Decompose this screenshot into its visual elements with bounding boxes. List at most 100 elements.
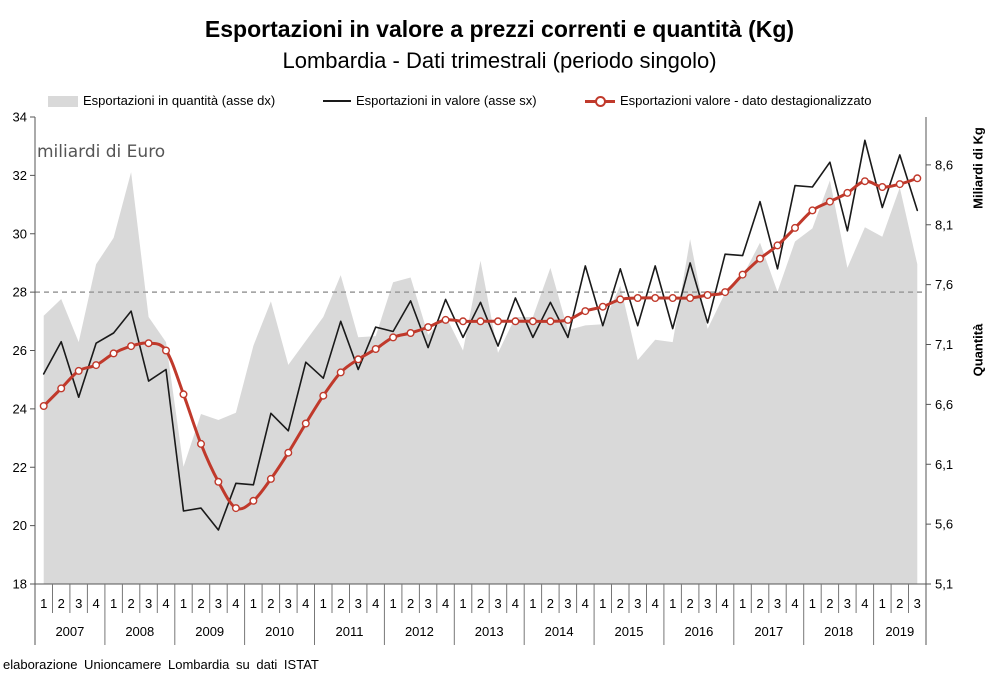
seasonally-adjusted-point	[266, 474, 275, 483]
legend-swatch-area	[48, 96, 78, 107]
seasonally-adjusted-point	[633, 294, 642, 303]
quarter-label: 4	[302, 596, 309, 611]
left-tick-label: 34	[13, 110, 27, 125]
seasonally-adjusted-point	[598, 302, 607, 311]
seasonally-adjusted-point	[494, 317, 503, 326]
seasonally-adjusted-point	[161, 346, 170, 355]
right-tick-label: 7,6	[935, 277, 953, 292]
quarter-label: 1	[459, 596, 466, 611]
seasonally-adjusted-point	[249, 496, 258, 505]
left-tick-label: 30	[13, 226, 27, 241]
quarter-label: 4	[652, 596, 659, 611]
right-tick-label: 5,6	[935, 517, 953, 532]
quarter-label: 3	[704, 596, 711, 611]
right-tick-label: 7,1	[935, 337, 953, 352]
quarter-label: 2	[756, 596, 763, 611]
year-label: 2013	[475, 624, 504, 639]
quarter-label: 1	[389, 596, 396, 611]
legend-label-seasonally-adjusted: Esportazioni valore - dato destagionaliz…	[620, 93, 872, 108]
quarter-label: 2	[58, 596, 65, 611]
left-tick-label: 24	[13, 401, 27, 416]
year-label: 2010	[265, 624, 294, 639]
seasonally-adjusted-point	[74, 366, 83, 375]
quarter-label: 1	[669, 596, 676, 611]
seasonally-adjusted-point	[791, 223, 800, 232]
right-tick-label: 8,1	[935, 217, 953, 232]
seasonally-adjusted-point	[354, 355, 363, 364]
quarter-label: 1	[180, 596, 187, 611]
year-label: 2019	[885, 624, 914, 639]
seasonally-adjusted-point	[773, 241, 782, 250]
seasonally-adjusted-point	[563, 315, 572, 324]
quarter-label: 4	[232, 596, 239, 611]
right-tick-label: 6,6	[935, 397, 953, 412]
chart-subtitle: Lombardia - Dati trimestrali (periodo si…	[282, 48, 717, 73]
seasonally-adjusted-point	[441, 315, 450, 324]
year-label: 2008	[125, 624, 154, 639]
quarter-label: 1	[879, 596, 886, 611]
quarter-label: 4	[512, 596, 519, 611]
right-tick-label: 6,1	[935, 457, 953, 472]
quarter-label: 2	[547, 596, 554, 611]
left-tick-label: 28	[13, 285, 27, 300]
seasonally-adjusted-point	[301, 419, 310, 428]
seasonally-adjusted-point	[686, 294, 695, 303]
seasonally-adjusted-point	[371, 345, 380, 354]
quarter-label: 3	[145, 596, 152, 611]
seasonally-adjusted-point	[721, 288, 730, 297]
year-label: 2007	[55, 624, 84, 639]
quarter-label: 4	[582, 596, 589, 611]
seasonally-adjusted-point	[738, 270, 747, 279]
quarter-label: 2	[686, 596, 693, 611]
left-tick-label: 32	[13, 168, 27, 183]
quarter-label: 3	[774, 596, 781, 611]
quarter-label: 4	[442, 596, 449, 611]
quarter-label: 2	[337, 596, 344, 611]
quarter-label: 1	[599, 596, 606, 611]
seasonally-adjusted-point	[651, 294, 660, 303]
quarter-label: 3	[424, 596, 431, 611]
right-tick-label: 8,6	[935, 157, 953, 172]
quarter-label: 1	[40, 596, 47, 611]
seasonally-adjusted-point	[825, 197, 834, 206]
legend-swatch-line	[323, 100, 351, 102]
seasonally-adjusted-point	[581, 307, 590, 316]
seasonally-adjusted-point	[144, 339, 153, 348]
quarter-label: 3	[634, 596, 641, 611]
quarter-label: 3	[564, 596, 571, 611]
quarter-label: 1	[739, 596, 746, 611]
seasonally-adjusted-point	[319, 391, 328, 400]
seasonally-adjusted-point	[196, 439, 205, 448]
quarter-label: 1	[809, 596, 816, 611]
seasonally-adjusted-point	[476, 317, 485, 326]
year-label: 2016	[684, 624, 713, 639]
seasonally-adjusted-point	[92, 361, 101, 370]
source-footer: elaborazione Unioncamere Lombardia su da…	[3, 657, 319, 672]
seasonally-adjusted-point	[127, 342, 136, 351]
seasonally-adjusted-point	[231, 504, 240, 513]
seasonally-adjusted-point	[109, 349, 118, 358]
quarter-label: 1	[250, 596, 257, 611]
quarter-label: 4	[372, 596, 379, 611]
seasonally-adjusted-point	[336, 368, 345, 377]
quarter-label: 3	[494, 596, 501, 611]
seasonally-adjusted-point	[913, 174, 922, 183]
legend-label-quantity: Esportazioni in quantità (asse dx)	[83, 93, 276, 108]
quarter-label: 2	[617, 596, 624, 611]
quarter-label: 2	[197, 596, 204, 611]
seasonally-adjusted-point	[616, 295, 625, 304]
quarter-label: 1	[529, 596, 536, 611]
seasonally-adjusted-point	[39, 402, 48, 411]
seasonally-adjusted-point	[214, 477, 223, 486]
year-label: 2017	[754, 624, 783, 639]
seasonally-adjusted-point	[424, 323, 433, 332]
right-axis-title-quantity: Quantità	[971, 323, 986, 376]
quarter-label: 2	[477, 596, 484, 611]
quantity-area	[43, 172, 918, 584]
legend-swatch-marker	[595, 96, 606, 107]
seasonally-adjusted-point	[668, 294, 677, 303]
quarter-label: 2	[826, 596, 833, 611]
left-tick-label: 20	[13, 518, 27, 533]
seasonally-adjusted-point	[756, 254, 765, 263]
